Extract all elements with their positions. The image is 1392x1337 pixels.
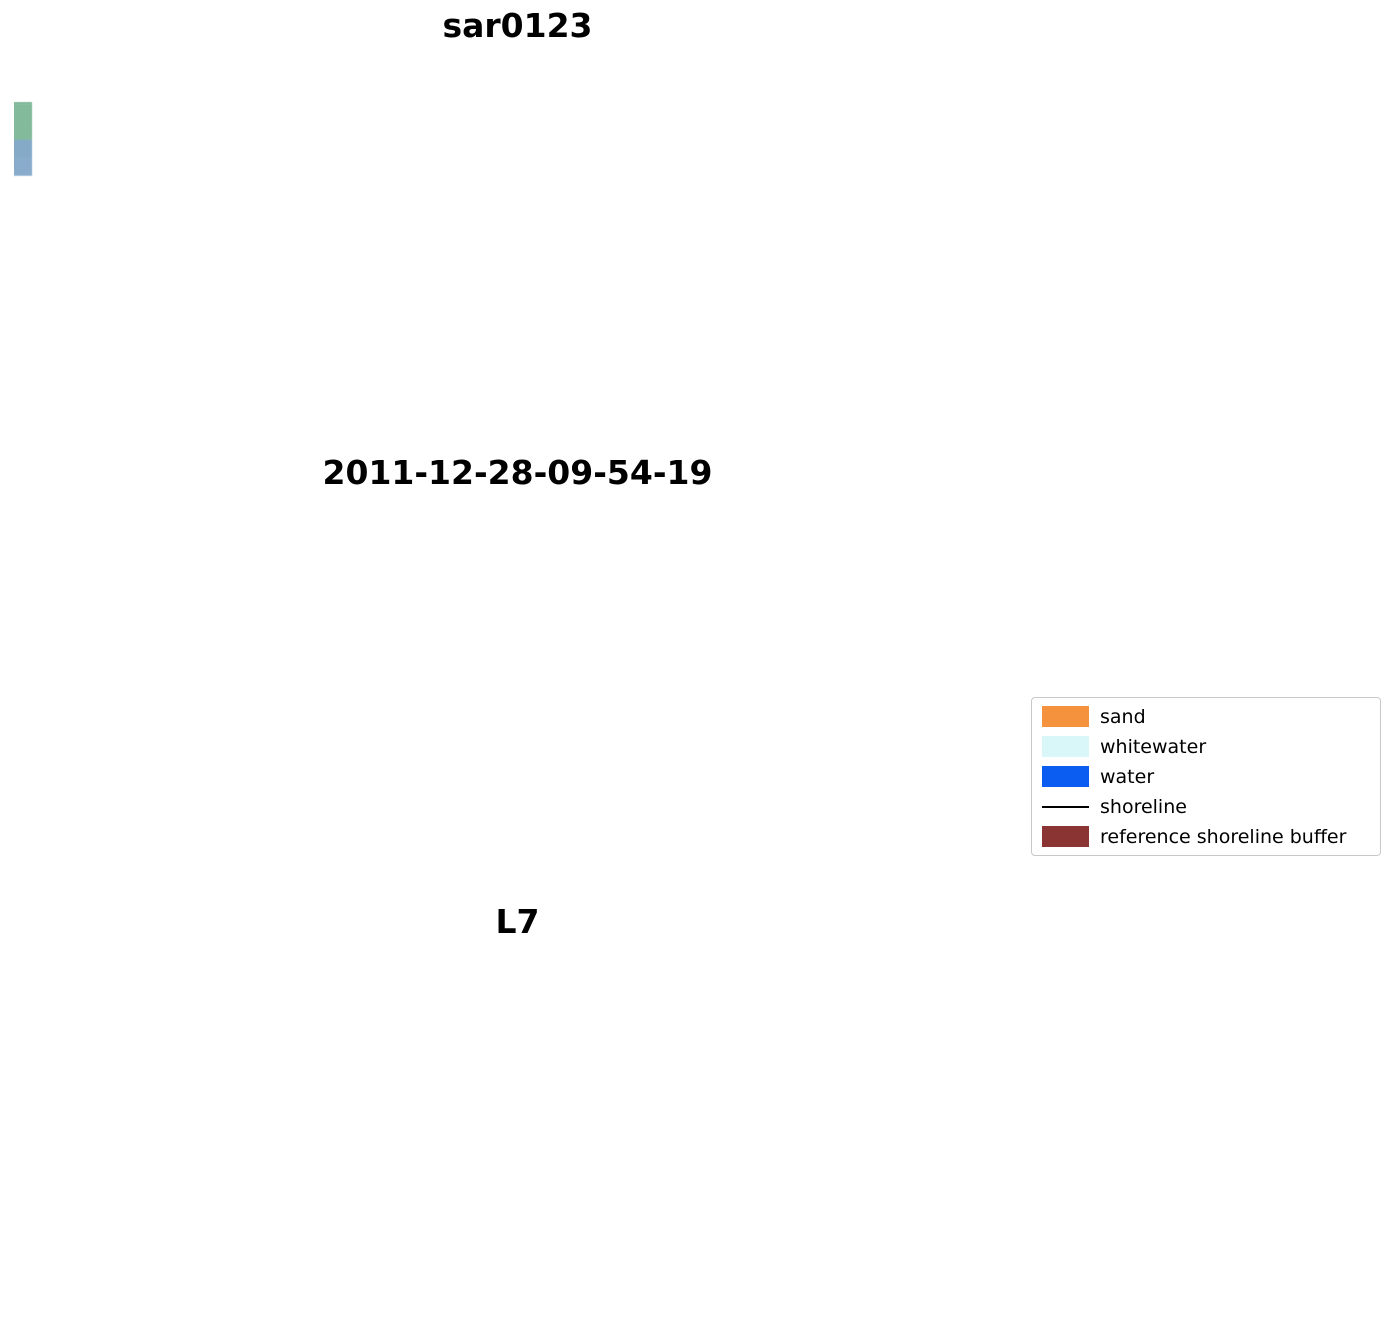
legend-item-shoreline: shoreline [1042,795,1370,818]
panel-l7-image [14,948,1021,1321]
legend-item-whitewater: whitewater [1042,735,1370,758]
water-color-swatch [1042,766,1089,787]
panel-sar-image [14,51,1021,424]
panel-classified-image [14,499,1021,872]
legend-label: whitewater [1100,735,1207,758]
classified-image-canvas [14,499,1021,872]
whitewater-color-swatch [1042,736,1089,757]
shoreline-line [1042,805,1089,808]
l7-image-canvas [14,948,1021,1321]
legend: sand whitewater water shoreline reference sh… [1031,697,1381,856]
legend-item-water: water [1042,765,1370,788]
panel-title-l7: L7 [495,902,540,941]
sand-color-swatch [1042,706,1089,727]
panel-title-sar: sar0123 [442,6,593,45]
reference-shoreline-buffer-color-swatch [1042,826,1089,847]
sar-image-canvas [14,51,1021,424]
legend-item-reference-shoreline-buffer: reference shoreline buffer [1042,825,1370,848]
legend-label: water [1100,765,1155,788]
shoreline-line-swatch [1042,796,1089,817]
legend-label: shoreline [1100,795,1187,818]
legend-label: sand [1100,705,1146,728]
legend-label: reference shoreline buffer [1100,825,1347,848]
panel-title-classified: 2011-12-28-09-54-19 [322,453,713,492]
legend-item-sand: sand [1042,705,1370,728]
